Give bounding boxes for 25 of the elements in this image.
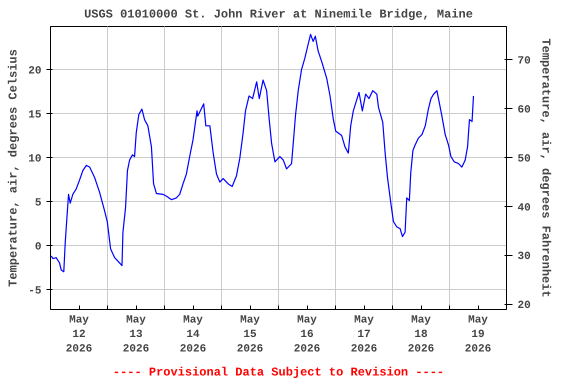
y2-tick-label: 60: [518, 104, 531, 117]
y-tick-label: -5: [28, 285, 42, 298]
y-tick-label: 5: [34, 197, 42, 210]
x-tick-label: May 19 2026: [464, 314, 492, 356]
y2-tick-label: 50: [518, 153, 531, 166]
x-tick-label: May 14 2026: [180, 314, 206, 356]
y-tick-label: 15: [28, 110, 42, 122]
x-tick-label: May 13 2026: [122, 314, 150, 356]
x-tick-label: May 16 2026: [294, 314, 320, 356]
y2-tick-label: 20: [518, 300, 531, 312]
x-tick-label: May 17 2026: [350, 314, 378, 356]
y-tick-label: 0: [34, 241, 42, 254]
y-tick-label: 10: [28, 153, 42, 166]
y2-tick-label: 70: [518, 56, 531, 68]
y2-tick-label: 30: [518, 251, 531, 264]
chart-title: USGS 01010000 St. John River at Ninemile Bridge, Maine: [84, 8, 473, 22]
y2-tick-label: 40: [518, 202, 531, 214]
y2-axis-title: Temperature, air, degrees Fahrenheit: [538, 38, 553, 298]
y-axis-title: Temperature, air, degrees Celsius: [6, 49, 20, 287]
x-tick-label: May 18 2026: [408, 314, 434, 356]
x-tick-label: May 12 2026: [66, 314, 92, 356]
line-series: [50, 34, 474, 272]
text: ---- Provisional Data Subject to Revision ----: [112, 366, 444, 380]
x-tick-label: May 15 2026: [236, 314, 264, 356]
y-tick-label: 20: [28, 66, 42, 78]
